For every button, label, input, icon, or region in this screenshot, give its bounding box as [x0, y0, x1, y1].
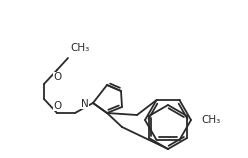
Text: O: O	[53, 72, 61, 82]
Text: O: O	[53, 101, 61, 111]
Text: CH₃: CH₃	[201, 115, 220, 125]
Text: CH₃: CH₃	[70, 43, 89, 53]
Text: N: N	[81, 99, 89, 109]
